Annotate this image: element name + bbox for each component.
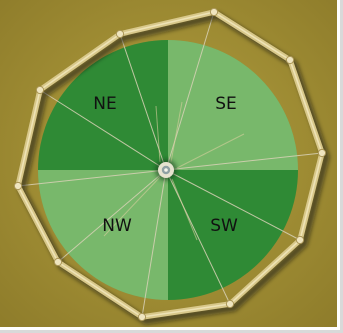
fence-post: [137, 312, 147, 322]
fence-post: [35, 85, 45, 95]
fence-posts: [13, 7, 327, 322]
game-board: NE SE NW SW: [0, 0, 337, 327]
strand-3: [176, 133, 245, 169]
fence-post: [209, 7, 219, 17]
rope-8: [165, 169, 301, 241]
rope-4: [17, 169, 167, 187]
strand-5: [171, 178, 198, 241]
rope-5: [57, 169, 167, 263]
fence-post: [115, 29, 125, 39]
strand-4: [103, 176, 161, 237]
fence-post: [285, 55, 295, 65]
quadrant-layer: [38, 40, 298, 300]
rope-2: [119, 33, 167, 171]
quadrant-ne: [38, 40, 168, 170]
fence-post: [317, 148, 327, 158]
strand-1: [155, 105, 161, 163]
fence-post: [13, 181, 23, 191]
fence-post: [53, 257, 63, 267]
se-label: SE: [215, 94, 237, 114]
pen-scene: NE SE NW SW: [0, 0, 337, 327]
rope-7: [165, 169, 231, 305]
fence-post: [295, 235, 305, 245]
quadrant-labels: NE SE NW SW: [93, 94, 238, 236]
rope-3: [39, 89, 167, 171]
strand-2: [170, 101, 183, 163]
rope-6: [141, 169, 167, 318]
rope-9: [165, 152, 323, 171]
sw-label: SW: [210, 216, 238, 236]
center-post: [155, 159, 177, 181]
fence-post: [225, 299, 235, 309]
nw-label: NW: [102, 216, 132, 236]
ne-label: NE: [93, 94, 116, 114]
weed-strands: [103, 101, 245, 241]
quadrant-sw: [168, 170, 298, 300]
quadrant-se: [168, 40, 298, 170]
